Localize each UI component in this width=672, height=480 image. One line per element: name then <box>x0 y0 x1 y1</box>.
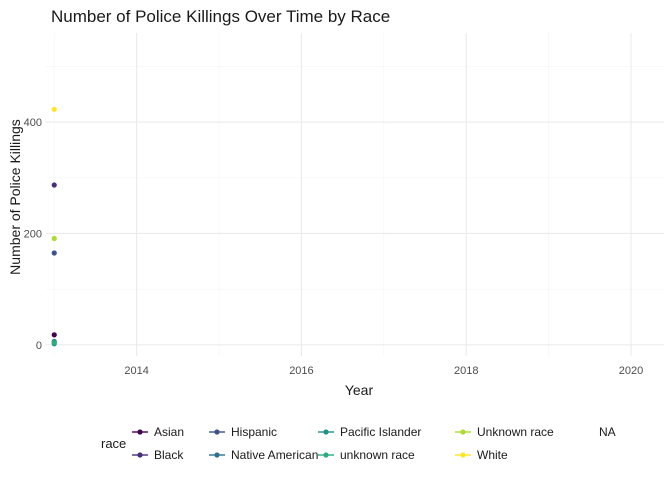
data-point <box>51 250 57 256</box>
legend-label: unknown race <box>340 448 415 462</box>
x-tick-label: 2014 <box>124 365 148 377</box>
y-tick-label: 400 <box>24 117 42 129</box>
legend-label: Native American <box>231 448 318 462</box>
legend-key-point <box>137 429 143 435</box>
legend-key-point <box>214 452 220 458</box>
legend-label: Pacific Islander <box>340 425 421 439</box>
data-point <box>51 332 57 338</box>
legend-key-point <box>460 452 466 458</box>
legend-label: Black <box>154 448 184 462</box>
legend-label: Asian <box>154 425 184 439</box>
data-point <box>51 182 57 188</box>
x-tick-label: 2018 <box>454 365 478 377</box>
tick-labels: 2014 2016 2018 2020 0 200 400 <box>24 117 644 377</box>
legend-key-point <box>214 429 220 435</box>
chart-title: Number of Police Killings Over Time by R… <box>51 7 390 26</box>
y-tick-label: 200 <box>24 228 42 240</box>
data-point <box>51 106 57 112</box>
legend-label: Unknown race <box>477 425 554 439</box>
legend-key-point <box>137 452 143 458</box>
legend-title: race <box>101 436 126 451</box>
legend-key-point <box>323 429 329 435</box>
legend-label: NA <box>599 425 616 439</box>
data-point <box>51 340 57 346</box>
data-point <box>51 235 57 242</box>
legend-label: White <box>477 448 508 462</box>
y-tick-label: 0 <box>36 340 42 352</box>
legend: race Asian Black Hispanic Native American Pa… <box>101 425 616 462</box>
legend-label: Hispanic <box>231 425 277 439</box>
legend-key-point <box>460 429 466 435</box>
x-tick-label: 2016 <box>289 365 313 377</box>
x-axis-title: Year <box>345 382 374 398</box>
legend-key-point <box>323 452 329 458</box>
data-points <box>51 106 57 347</box>
x-tick-label: 2020 <box>619 365 643 377</box>
y-axis-title: Number of Police Killings <box>7 119 23 275</box>
grid <box>46 33 664 356</box>
